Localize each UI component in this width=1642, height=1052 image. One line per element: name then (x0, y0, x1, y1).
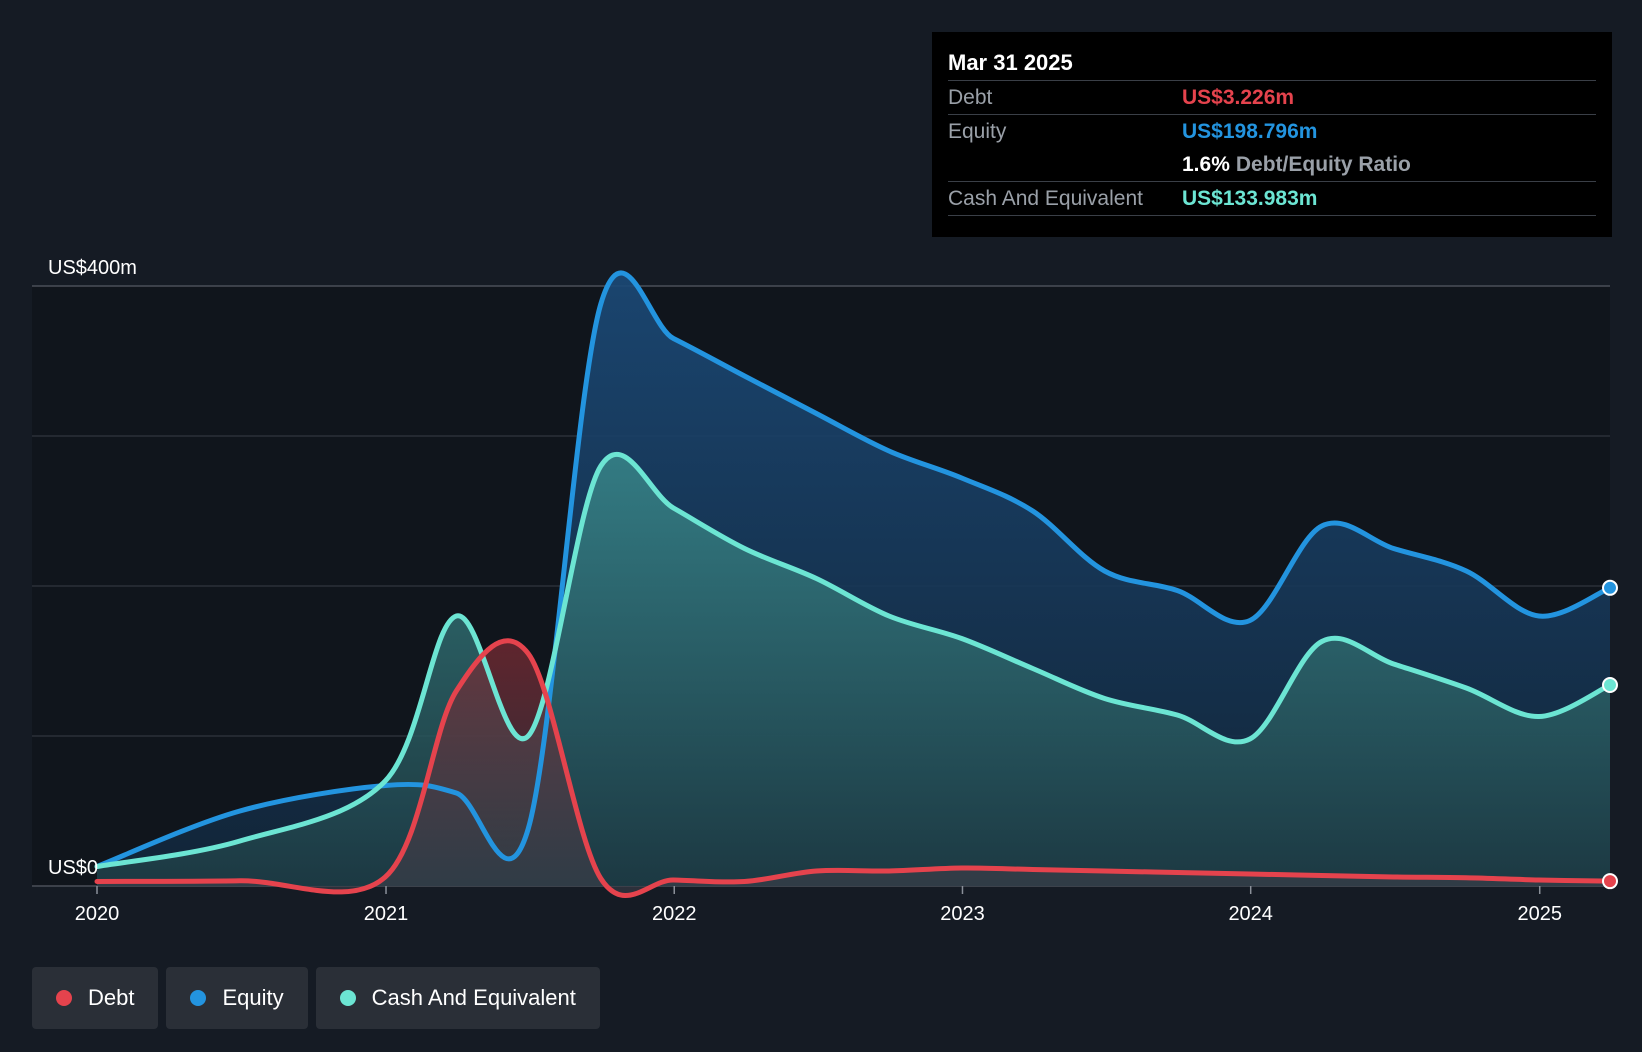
legend-item-cash[interactable]: Cash And Equivalent (315, 967, 600, 1029)
line-cash-and-equivalent (94, 452, 1613, 869)
legend-dot-equity (190, 990, 207, 1006)
line-equity (94, 270, 1613, 869)
area-equity (97, 272, 1610, 886)
tooltip-debt-value: US$3.226m (1182, 85, 1295, 109)
y-tick-label: US$0 (48, 857, 98, 879)
line-debt (94, 638, 1613, 898)
area-debt (97, 640, 1610, 896)
tooltip-row-ratio: 1.6% Debt/Equity Ratio (948, 148, 1596, 181)
tooltip-ratio-value: 1.6% (1182, 152, 1230, 176)
chart-legend: Debt Equity Cash And Equivalent (32, 967, 600, 1029)
endpoint-equity (1602, 579, 1618, 596)
tooltip-row-cash: Cash And Equivalent US$133.983m (948, 181, 1596, 216)
legend-label-cash: Cash And Equivalent (371, 985, 576, 1010)
tooltip-cash-value: US$133.983m (1182, 186, 1318, 210)
tooltip-panel: Mar 31 2025 Debt US$3.226m Equity US$198… (932, 32, 1612, 237)
x-tick-label: 2025 (1517, 903, 1562, 925)
series-lines (94, 270, 1618, 898)
legend-item-debt[interactable]: Debt (32, 967, 159, 1029)
endpoint-cash-and-equivalent (1602, 677, 1618, 694)
endpoint-debt (1602, 873, 1618, 890)
x-tick-label: 2022 (652, 903, 697, 925)
x-axis: 2020 2021 2022 2023 2024 2025 (75, 886, 1562, 925)
tooltip-cash-label: Cash And Equivalent (948, 186, 1143, 210)
tooltip-equity-value: US$198.796m (1182, 119, 1318, 143)
legend-item-equity[interactable]: Equity (166, 967, 308, 1029)
x-tick-label: 2020 (75, 903, 120, 925)
legend-dot-debt (56, 990, 72, 1006)
tooltip-row-equity: Equity US$198.796m (948, 114, 1596, 148)
x-tick-label: 2024 (1228, 903, 1273, 925)
tooltip-row-debt: Debt US$3.226m (948, 80, 1596, 114)
tooltip-ratio-label: Debt/Equity Ratio (1235, 152, 1411, 176)
legend-label-equity: Equity (222, 985, 284, 1010)
x-tick-label: 2021 (364, 903, 409, 925)
y-axis: US$0 US$400m (48, 257, 137, 879)
legend-dot-cash (339, 990, 356, 1006)
y-tick-label: US$400m (48, 257, 137, 279)
x-tick-label: 2023 (940, 903, 985, 925)
tooltip-equity-label: Equity (948, 119, 1007, 143)
legend-label-debt: Debt (88, 985, 135, 1010)
series-areas (97, 272, 1610, 896)
tooltip-debt-label: Debt (948, 85, 993, 109)
tooltip-date: Mar 31 2025 (948, 50, 1073, 75)
